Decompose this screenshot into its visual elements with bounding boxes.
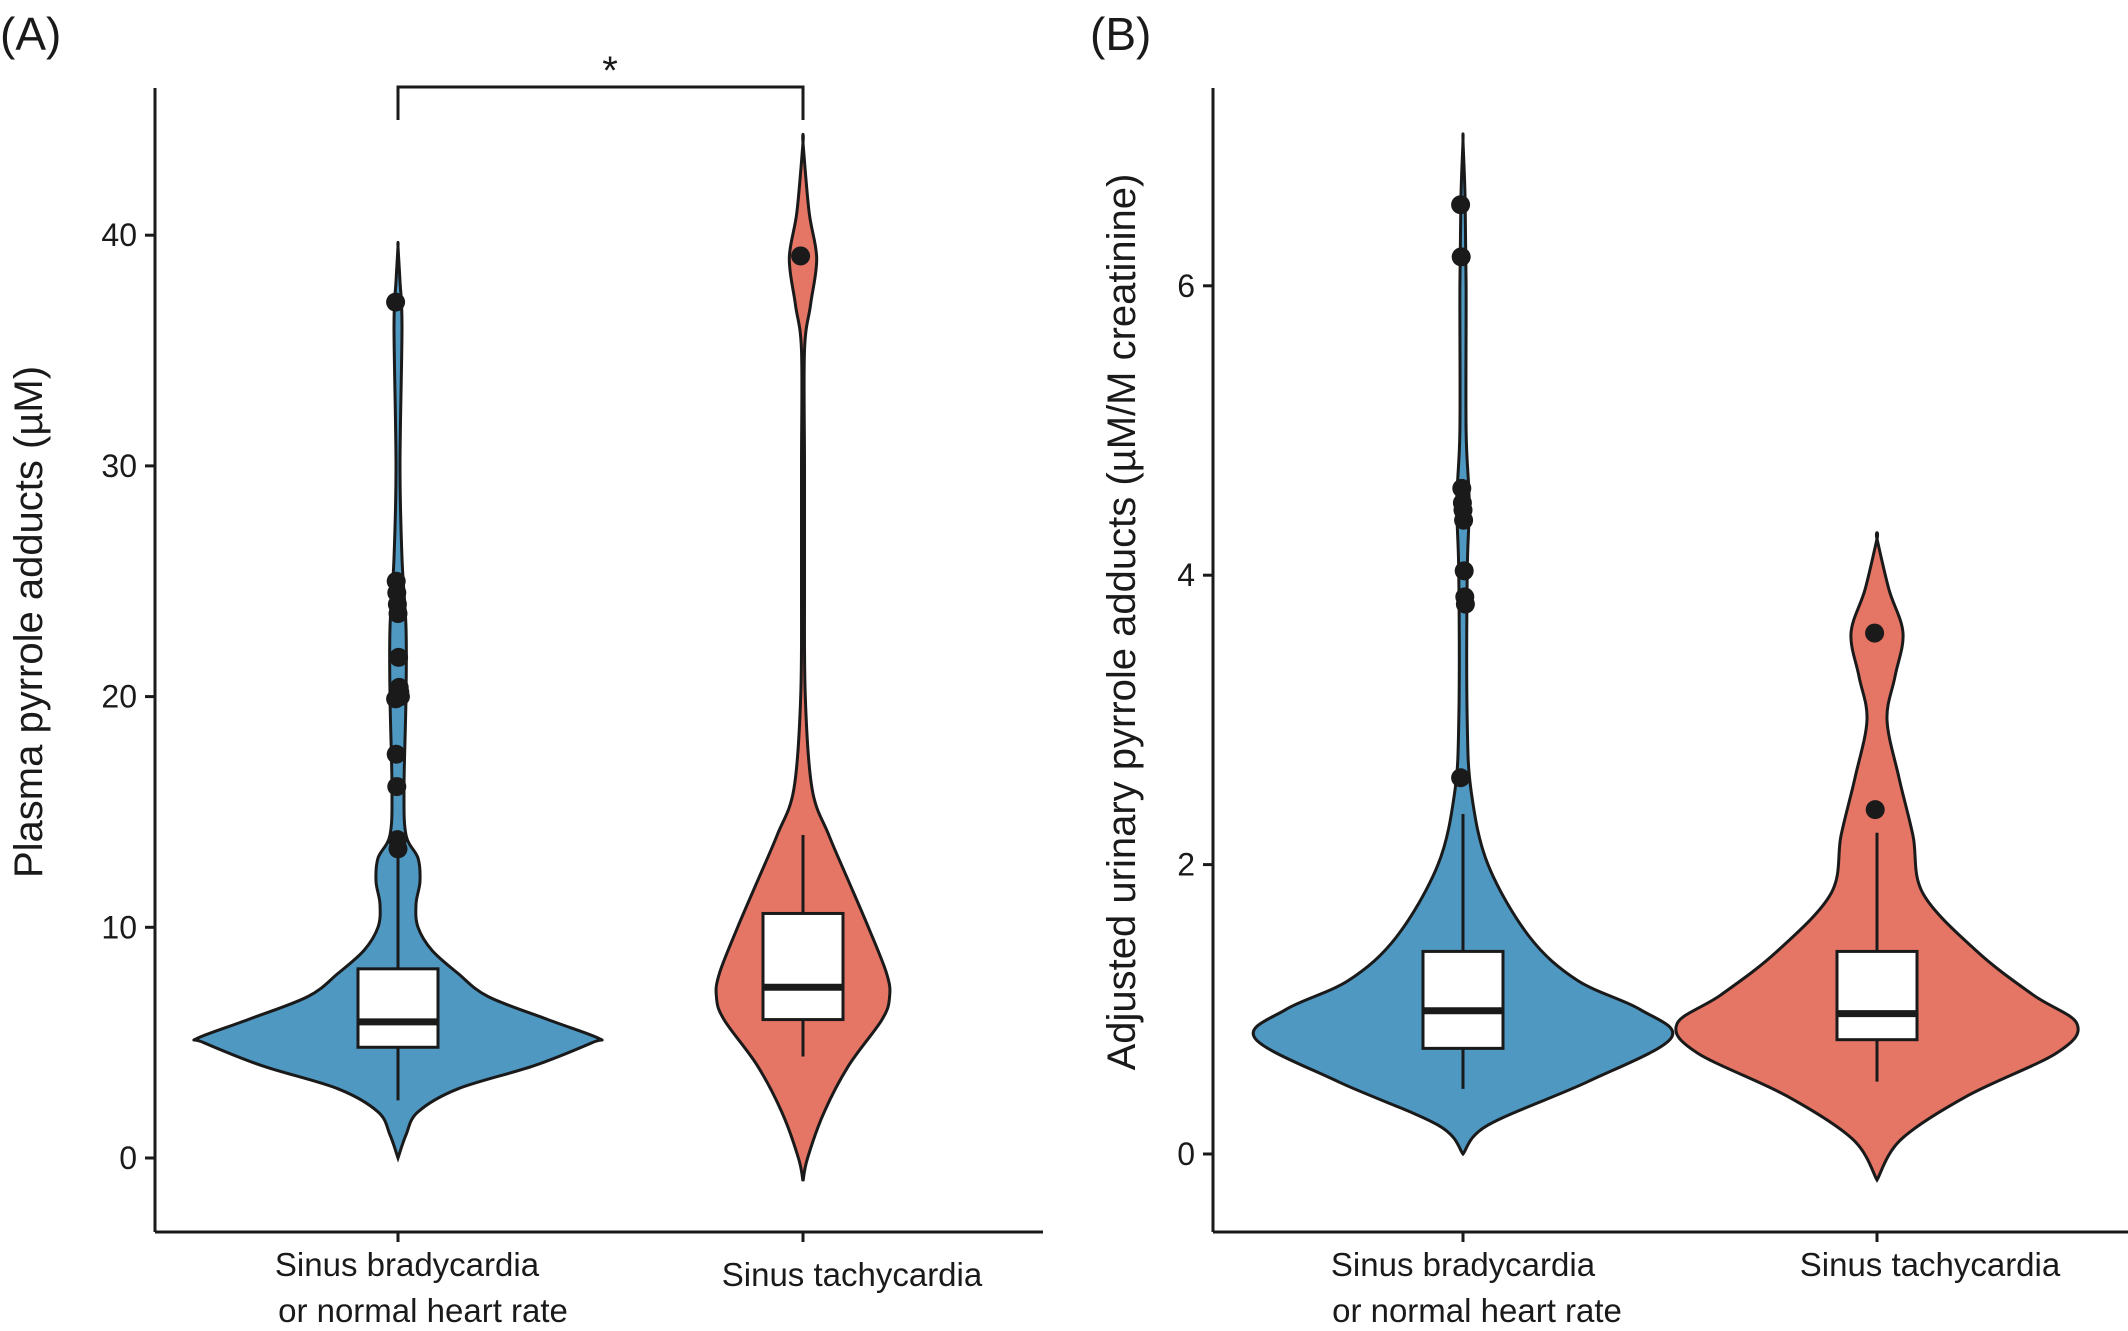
panel-b-violin-group-0 <box>1251 132 1675 1157</box>
panel-a-y-tick-label-3: 30 <box>101 448 137 484</box>
panel-b-violin-group-1 <box>1674 531 2080 1183</box>
panel-b-x-axis <box>1213 1230 2128 1242</box>
panel-a-y-axis-title: Plasma pyrrole adducts (µM) <box>7 366 51 878</box>
panel-b-label: (B) <box>1090 8 1151 60</box>
panel-b-y-tick-label-0: 0 <box>1177 1136 1195 1172</box>
panel-b-outlier-0-2 <box>1452 478 1472 498</box>
panel-b-x-labels: Sinus bradycardia or normal heart rate S… <box>1331 1246 2061 1329</box>
panel-b-box-1 <box>1835 949 1919 1042</box>
panel-b-y-axis-title: Adjusted urinary pyrrole adducts (µM/M c… <box>1100 174 1144 1071</box>
panel-b-x-label-0-line1: Sinus bradycardia <box>1331 1246 1596 1283</box>
panel-a: (A) Plasma pyrrole adducts (µM) 0 10 20 30 4… <box>0 8 1043 1329</box>
panel-b-box-0 <box>1421 949 1505 1050</box>
panel-b-y-ticks: 0 2 4 6 <box>1177 268 1213 1172</box>
panel-b-y-tick-label-1: 2 <box>1177 847 1195 883</box>
panel-b-outlier-0-9 <box>1451 768 1471 788</box>
panel-b-x-label-0-line2: or normal heart rate <box>1332 1292 1622 1329</box>
panel-a-label: (A) <box>0 8 61 60</box>
panel-b: (B) Adjusted urinary pyrrole adducts (µM… <box>1090 8 2128 1329</box>
panel-a-x-labels: Sinus bradycardia or normal heart rate S… <box>275 1246 983 1329</box>
panel-a-box-0 <box>356 967 440 1049</box>
panel-a-y-tick-label-0: 0 <box>119 1140 137 1176</box>
panel-b-violins <box>1251 132 2080 1183</box>
significance-marker: * <box>602 49 618 93</box>
panel-b-outlier-0-1 <box>1451 247 1471 267</box>
panel-a-box-1 <box>761 911 845 1022</box>
panel-b-outlier-0-8 <box>1455 594 1475 614</box>
panel-a-outlier-0-0 <box>386 292 406 312</box>
panel-b-x-label-1-line1: Sinus tachycardia <box>1800 1246 2061 1283</box>
panel-b-violin-0 <box>1251 132 1675 1157</box>
panel-a-x-axis <box>155 1230 1043 1242</box>
panel-a-outlier-0-10 <box>386 744 406 764</box>
panel-b-outlier-1-0 <box>1865 623 1885 643</box>
panel-a-x-label-0-line2: or normal heart rate <box>278 1292 568 1329</box>
significance-bracket: * <box>396 49 805 120</box>
panel-a-x-label-0-line1: Sinus bradycardia <box>275 1246 540 1283</box>
panel-a-outlier-0-13 <box>388 839 408 859</box>
panel-a-violin-group-0 <box>192 240 604 1163</box>
panel-a-y-tick-label-2: 20 <box>101 679 137 715</box>
panel-b-outlier-0-6 <box>1454 561 1474 581</box>
panel-b-y-tick-label-3: 6 <box>1177 268 1195 304</box>
panel-a-y-tick-label-1: 10 <box>101 909 137 945</box>
panel-a-y-tick-label-4: 40 <box>101 217 137 253</box>
panel-a-outlier-0-9 <box>386 689 406 709</box>
panel-a-violins <box>192 132 892 1182</box>
panel-b-outlier-0-5 <box>1454 510 1474 530</box>
panel-a-violin-group-1 <box>714 132 892 1182</box>
panel-a-outlier-0-5 <box>389 647 409 667</box>
panel-b-y-tick-label-2: 4 <box>1177 557 1195 593</box>
panel-a-x-label-1-line1: Sinus tachycardia <box>722 1256 983 1293</box>
panel-a-y-ticks: 0 10 20 30 40 <box>101 217 155 1176</box>
panel-a-outlier-0-4 <box>388 604 408 624</box>
panel-a-outlier-0-11 <box>387 777 407 797</box>
panel-a-outlier-1-0 <box>791 246 811 266</box>
panel-b-outlier-1-1 <box>1865 800 1885 820</box>
panel-a-violin-1 <box>714 132 892 1182</box>
panel-b-outlier-0-0 <box>1451 195 1471 215</box>
